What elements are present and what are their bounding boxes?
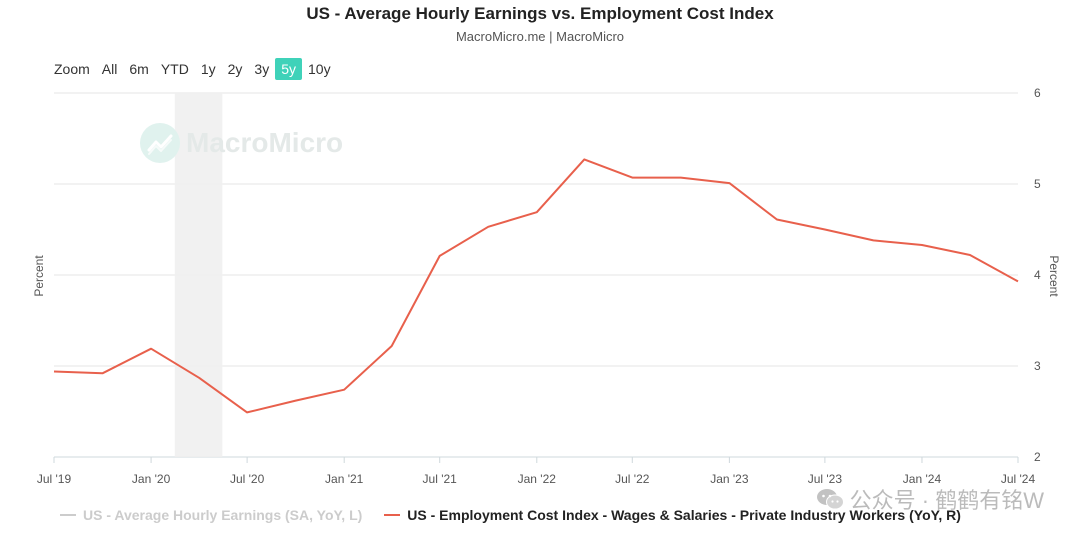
y-axis-right-label: Percent (1047, 255, 1061, 297)
y-tick-label: 2 (1034, 450, 1041, 464)
range-all-button[interactable]: All (101, 61, 118, 77)
legend-swatch (384, 514, 401, 516)
watermark-text: MacroMicro (186, 127, 344, 158)
legend-item-average-hourly-earnings[interactable]: US - Average Hourly Earnings (SA, YoY, L… (60, 507, 362, 523)
x-tick-label: Jul '23 (808, 472, 843, 486)
chart-subtitle: MacroMicro.me | MacroMicro (455, 29, 625, 44)
y-tick-label: 4 (1034, 268, 1041, 282)
series-line-employment-cost-index[interactable] (53, 158, 1019, 414)
y-tick-label: 6 (1034, 86, 1041, 100)
x-tick-label: Jul '19 (37, 472, 72, 486)
y-tick-label: 5 (1034, 177, 1041, 191)
range-5y-button[interactable]: 5y (275, 58, 302, 80)
zoom-label: Zoom (54, 61, 90, 77)
x-axis: Jul '19 Jan '20 Jul '20 Jan '21 Jul '21 Jan '… (37, 457, 1036, 486)
recession-band (174, 93, 223, 457)
x-tick-label: Jan '21 (325, 472, 364, 486)
legend: US - Average Hourly Earnings (SA, YoY, L… (60, 507, 961, 523)
y-axis-right: 2 3 4 5 6 (1034, 86, 1041, 464)
wechat-overlay-text: 公众号 · 鹤鹤有铭W (849, 488, 1044, 513)
wechat-overlay: 公众号 · 鹤鹤有铭W (816, 483, 1044, 515)
x-tick-label: Jul '20 (230, 472, 265, 486)
chart-title: US - Average Hourly Earnings vs. Employm… (306, 4, 774, 23)
legend-swatch (60, 514, 76, 516)
range-1y-button[interactable]: 1y (200, 61, 216, 77)
range-2y-button[interactable]: 2y (227, 61, 243, 77)
x-tick-label: Jul '21 (423, 472, 458, 486)
watermark: MacroMicro (140, 123, 343, 163)
x-tick-label: Jan '24 (903, 472, 942, 486)
x-tick-label: Jul '24 (1001, 472, 1036, 486)
legend-item-employment-cost-index[interactable]: US - Employment Cost Index - Wages & Sal… (384, 507, 961, 523)
y-axis-left-label: Percent (32, 255, 46, 297)
legend-label: US - Employment Cost Index - Wages & Sal… (407, 507, 961, 523)
macromicro-logo-icon (140, 123, 180, 163)
series-group (53, 158, 1019, 414)
range-selector: Zoom All 6m YTD 1y 2y 3y 5y 10y (48, 58, 337, 80)
range-3y-button[interactable]: 3y (254, 61, 270, 77)
x-tick-label: Jan '20 (132, 472, 171, 486)
y-tick-label: 3 (1034, 359, 1041, 373)
legend-label: US - Average Hourly Earnings (SA, YoY, L… (83, 507, 363, 523)
range-10y-button[interactable]: 10y (308, 61, 331, 77)
wechat-icon (816, 488, 844, 510)
x-tick-label: Jan '22 (518, 472, 557, 486)
range-6m-button[interactable]: 6m (129, 61, 149, 77)
x-tick-label: Jan '23 (710, 472, 749, 486)
x-tick-label: Jul '22 (615, 472, 650, 486)
range-ytd-button[interactable]: YTD (160, 61, 189, 77)
